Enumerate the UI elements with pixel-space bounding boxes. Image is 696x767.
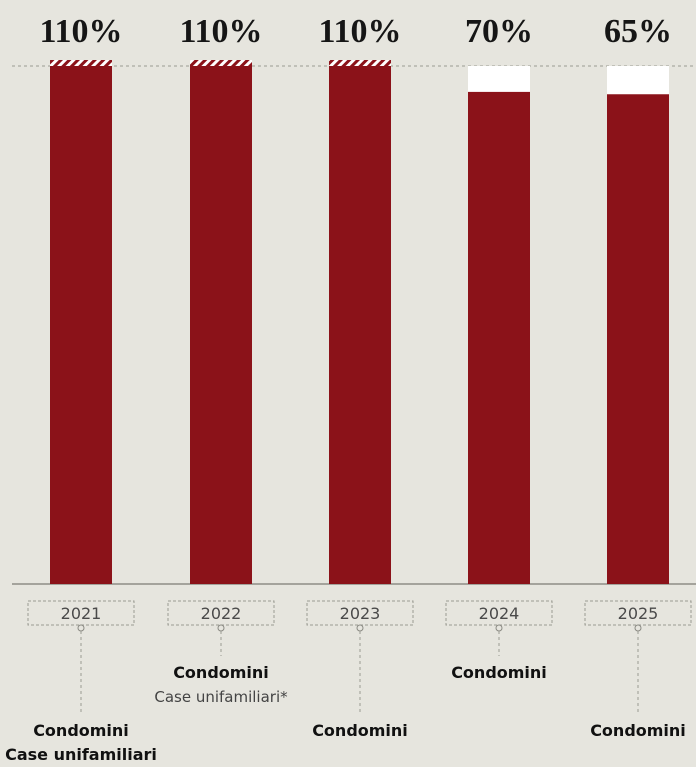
bar-hatch bbox=[190, 60, 252, 66]
leader-dot bbox=[217, 624, 225, 632]
tick-label: 2022 bbox=[201, 604, 242, 623]
value-label: 110% bbox=[39, 13, 122, 50]
bar-hatch bbox=[50, 60, 112, 66]
leader-dot bbox=[356, 624, 364, 632]
leader-dot bbox=[495, 624, 503, 632]
annotation-label: Case unifamiliari bbox=[5, 745, 157, 764]
tick-label: 2021 bbox=[61, 604, 102, 623]
value-label: 110% bbox=[318, 13, 401, 50]
leader-dot bbox=[634, 624, 642, 632]
annotation-label: Condomini bbox=[312, 721, 408, 740]
tick-label: 2023 bbox=[340, 604, 381, 623]
tick-label: 2025 bbox=[618, 604, 659, 623]
value-label: 70% bbox=[465, 13, 533, 50]
annotation-label: Condomini bbox=[451, 663, 547, 682]
bar bbox=[607, 94, 669, 584]
annotation-label: Condomini bbox=[590, 721, 686, 740]
tick-label: 2024 bbox=[479, 604, 520, 623]
bar bbox=[190, 66, 252, 584]
leader-dot bbox=[77, 624, 85, 632]
annotation-label: Case unifamiliari* bbox=[154, 688, 288, 706]
annotation-label: Condomini bbox=[33, 721, 129, 740]
annotation-label: Condomini bbox=[173, 663, 269, 682]
bar-hatch bbox=[329, 60, 391, 66]
bar bbox=[50, 66, 112, 584]
value-label: 65% bbox=[604, 13, 672, 50]
value-label: 110% bbox=[179, 13, 262, 50]
bar bbox=[329, 66, 391, 584]
bar bbox=[468, 91, 530, 585]
